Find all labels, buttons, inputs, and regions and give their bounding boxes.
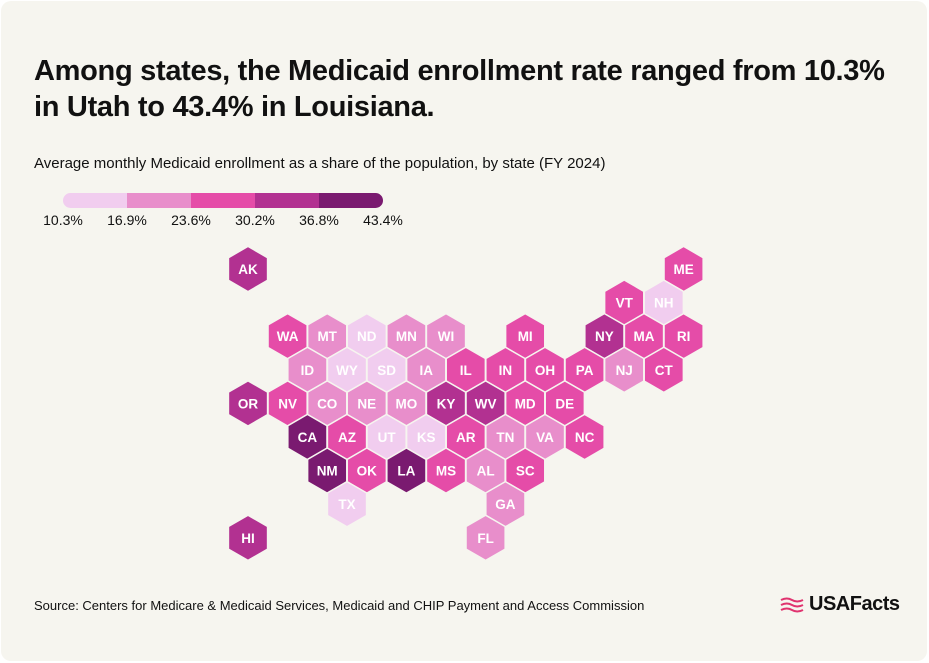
source-note: Source: Centers for Medicare & Medicaid … <box>34 598 645 613</box>
state-hex-de: DE <box>544 379 586 427</box>
state-label: CT <box>655 363 674 378</box>
state-hex-tx: TX <box>326 480 368 528</box>
state-label: NC <box>575 430 595 445</box>
state-label: AL <box>477 464 495 479</box>
state-hex-shape <box>643 346 685 394</box>
state-label: WV <box>475 396 497 411</box>
legend-label: 36.8% <box>299 212 339 228</box>
chart-subtitle: Average monthly Medicaid enrollment as a… <box>34 155 606 172</box>
state-label: MS <box>436 464 456 479</box>
flag-icon <box>780 597 804 612</box>
state-label: NV <box>278 396 297 411</box>
state-hex-az: AZ <box>326 413 368 461</box>
state-hex-shape <box>227 514 269 562</box>
state-label: FL <box>477 531 494 546</box>
state-label: WA <box>277 329 299 344</box>
state-label: RI <box>677 329 691 344</box>
state-label: ND <box>357 329 377 344</box>
state-hex-shape <box>326 480 368 528</box>
state-hex-shape <box>227 245 269 293</box>
state-label: MT <box>317 329 337 344</box>
state-label: NY <box>595 329 614 344</box>
state-label: PA <box>576 363 594 378</box>
legend-labels: 10.3% 16.9% 23.6% 30.2% 36.8% 43.4% <box>1 212 927 230</box>
legend-swatch-3 <box>191 193 255 208</box>
state-label: IL <box>460 363 472 378</box>
state-label: WY <box>336 363 358 378</box>
state-label: VA <box>536 430 554 445</box>
state-label: GA <box>495 497 516 512</box>
color-legend <box>63 193 383 208</box>
state-label: MN <box>396 329 417 344</box>
chart-title: Among states, the Medicaid enrollment ra… <box>34 55 885 123</box>
legend-swatch-2 <box>127 193 191 208</box>
state-hex-fl: FL <box>465 514 506 562</box>
state-hex-sd: SD <box>366 346 407 394</box>
state-label: KY <box>437 396 456 411</box>
state-label: NM <box>317 464 338 479</box>
state-hex-shape <box>564 413 605 461</box>
legend-label: 30.2% <box>235 212 275 228</box>
state-label: CA <box>298 430 318 445</box>
state-label: IA <box>419 363 433 378</box>
state-label: MO <box>396 396 418 411</box>
state-hex-nc: NC <box>564 413 605 461</box>
legend-label: 10.3% <box>43 212 83 228</box>
state-hex-wa: WA <box>267 312 308 360</box>
state-label: NE <box>357 396 376 411</box>
state-hex-va: VA <box>524 413 566 461</box>
state-label: TX <box>338 497 355 512</box>
state-hex-tn: TN <box>485 413 526 461</box>
state-label: UT <box>378 430 397 445</box>
state-label: OK <box>357 464 378 479</box>
state-label: SD <box>377 363 396 378</box>
state-label: VT <box>616 296 634 311</box>
usafacts-logo: USAFacts <box>779 593 900 616</box>
legend-label: 43.4% <box>363 212 403 228</box>
state-hex-ak: AK <box>227 245 269 293</box>
legend-swatch-4 <box>255 193 319 208</box>
state-label: KS <box>417 430 436 445</box>
state-hex-ms: MS <box>425 447 467 495</box>
state-hex-ut: UT <box>366 413 407 461</box>
state-hex-wv: WV <box>465 379 506 427</box>
state-hex-me: ME <box>663 245 704 293</box>
state-label: MD <box>515 396 536 411</box>
state-label: TN <box>496 430 514 445</box>
legend-swatch-5 <box>319 193 383 208</box>
state-label: AK <box>238 262 258 277</box>
logo-text: USAFacts <box>809 593 900 615</box>
state-label: MA <box>634 329 655 344</box>
state-label: WI <box>438 329 455 344</box>
state-label: HI <box>241 531 255 546</box>
state-label: AR <box>456 430 476 445</box>
state-label: OR <box>238 396 259 411</box>
state-label: NH <box>654 296 674 311</box>
legend-swatch-1 <box>63 193 127 208</box>
state-label: IN <box>499 363 513 378</box>
state-label: AZ <box>338 430 356 445</box>
state-hex-ct: CT <box>643 346 685 394</box>
state-hex-hi: HI <box>227 514 269 562</box>
state-label: ME <box>673 262 693 277</box>
state-hex-shape <box>465 514 506 562</box>
state-label: NJ <box>616 363 633 378</box>
legend-label: 23.6% <box>171 212 211 228</box>
state-label: MI <box>518 329 533 344</box>
state-label: CO <box>317 396 337 411</box>
state-hex-id: ID <box>287 346 328 394</box>
state-label: LA <box>397 464 415 479</box>
state-label: SC <box>516 464 535 479</box>
state-hex-ny: NY <box>584 312 625 360</box>
state-label: OH <box>535 363 555 378</box>
state-hex-or: OR <box>227 379 269 427</box>
legend-label: 16.9% <box>107 212 147 228</box>
state-label: DE <box>555 396 574 411</box>
state-label: ID <box>301 363 315 378</box>
state-hex-nh: NH <box>643 279 685 327</box>
